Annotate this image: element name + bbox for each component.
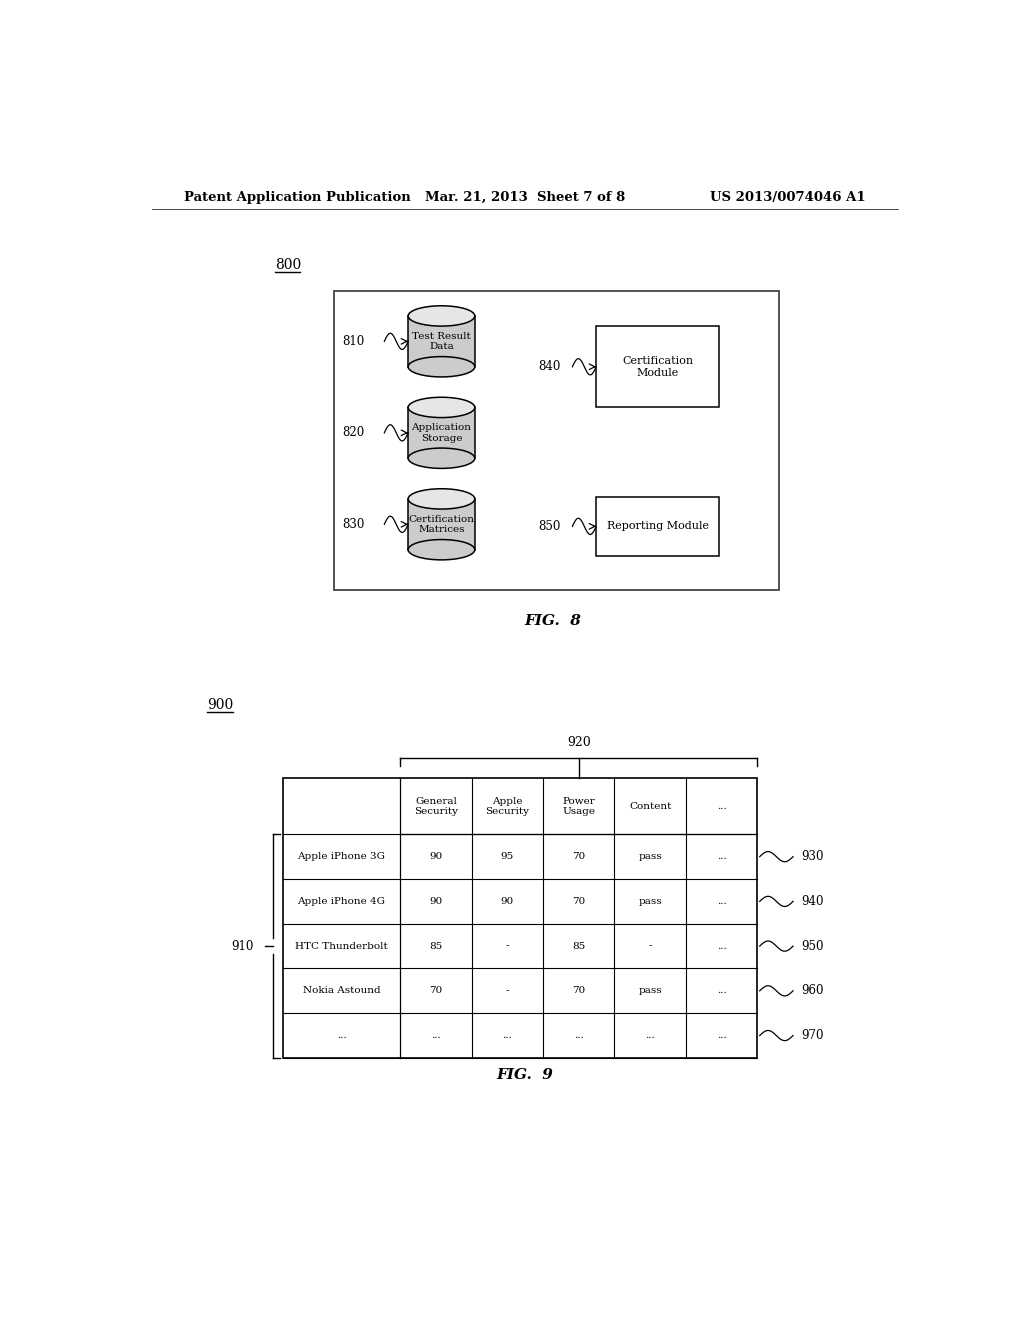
Text: pass: pass [638, 853, 662, 861]
Text: 940: 940 [801, 895, 823, 908]
Text: Nokia Astound: Nokia Astound [303, 986, 380, 995]
Text: ...: ... [645, 1031, 655, 1040]
Bar [596, 326, 719, 408]
Text: 900: 900 [207, 698, 233, 713]
Text: 70: 70 [572, 853, 586, 861]
Text: Mar. 21, 2013  Sheet 7 of 8: Mar. 21, 2013 Sheet 7 of 8 [425, 190, 625, 203]
Text: ...: ... [717, 986, 726, 995]
Text: Certification
Matrices: Certification Matrices [409, 515, 474, 535]
Text: 920: 920 [567, 737, 591, 750]
Text: Reporting Module: Reporting Module [607, 521, 709, 532]
Text: 810: 810 [342, 335, 365, 348]
Text: ...: ... [717, 853, 726, 861]
Text: Patent Application Publication: Patent Application Publication [183, 190, 411, 203]
Bar [409, 499, 475, 549]
Text: 85: 85 [429, 941, 442, 950]
Bar [409, 315, 475, 367]
Ellipse shape [409, 306, 475, 326]
Text: General
Security: General Security [414, 797, 458, 816]
Text: 950: 950 [801, 940, 823, 953]
Text: ...: ... [431, 1031, 440, 1040]
Bar [334, 290, 779, 590]
Text: ...: ... [573, 1031, 584, 1040]
Text: -: - [506, 941, 509, 950]
Text: 90: 90 [501, 896, 514, 906]
Text: ...: ... [717, 1031, 726, 1040]
Text: ...: ... [503, 1031, 512, 1040]
Text: 910: 910 [231, 940, 253, 953]
Text: 930: 930 [801, 850, 823, 863]
Text: 90: 90 [429, 896, 442, 906]
Ellipse shape [409, 356, 475, 378]
Text: ...: ... [717, 896, 726, 906]
Text: Power
Usage: Power Usage [562, 797, 595, 816]
Text: Certification
Module: Certification Module [623, 356, 693, 378]
Text: ...: ... [717, 941, 726, 950]
Text: Application
Storage: Application Storage [412, 424, 471, 442]
Text: 840: 840 [539, 360, 560, 374]
Text: US 2013/0074046 A1: US 2013/0074046 A1 [711, 190, 866, 203]
Text: 95: 95 [501, 853, 514, 861]
Ellipse shape [409, 488, 475, 510]
Ellipse shape [409, 397, 475, 417]
Ellipse shape [409, 447, 475, 469]
Text: FIG.  9: FIG. 9 [497, 1068, 553, 1082]
Text: 90: 90 [429, 853, 442, 861]
Text: Test Result
Data: Test Result Data [412, 331, 471, 351]
Text: 70: 70 [429, 986, 442, 995]
Text: 850: 850 [539, 520, 560, 533]
Text: 800: 800 [274, 259, 301, 272]
Text: FIG.  8: FIG. 8 [524, 614, 581, 628]
Text: 70: 70 [572, 986, 586, 995]
Text: ...: ... [717, 801, 726, 810]
Text: Apple
Security: Apple Security [485, 797, 529, 816]
Text: Apple iPhone 3G: Apple iPhone 3G [298, 853, 385, 861]
Text: 830: 830 [342, 517, 365, 531]
Bar [409, 408, 475, 458]
Text: Content: Content [629, 801, 672, 810]
Ellipse shape [409, 540, 475, 560]
Bar [596, 496, 719, 556]
Text: -: - [506, 986, 509, 995]
Text: HTC Thunderbolt: HTC Thunderbolt [295, 941, 388, 950]
Text: 960: 960 [801, 985, 823, 998]
Text: ...: ... [337, 1031, 346, 1040]
Text: -: - [648, 941, 652, 950]
Text: Apple iPhone 4G: Apple iPhone 4G [298, 896, 385, 906]
Text: 820: 820 [342, 426, 365, 440]
Text: 70: 70 [572, 896, 586, 906]
Text: pass: pass [638, 896, 662, 906]
Text: 85: 85 [572, 941, 586, 950]
Text: 970: 970 [801, 1030, 823, 1041]
Text: pass: pass [638, 986, 662, 995]
Bar [283, 779, 758, 1057]
